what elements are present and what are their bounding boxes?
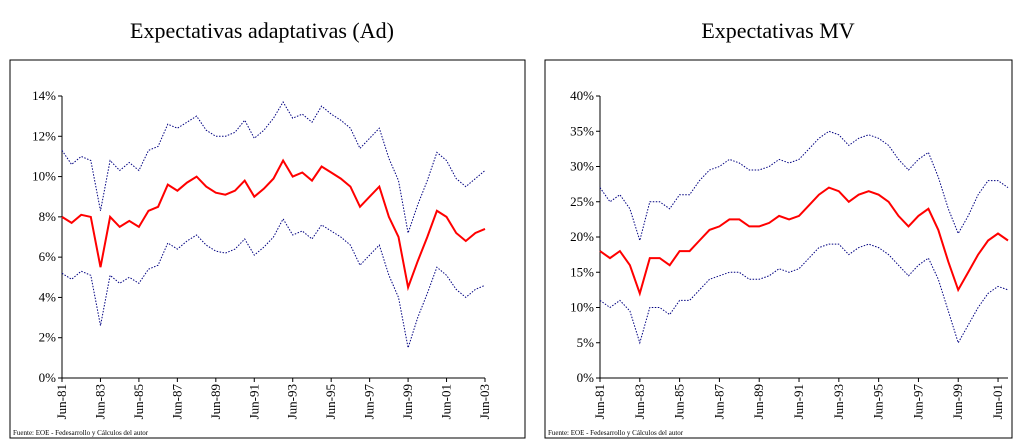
x-tick-label: Jun-87	[169, 384, 184, 420]
x-tick-label: Jun-83	[93, 384, 108, 419]
panel-frame	[544, 59, 1013, 439]
x-tick-label: Jun-01	[990, 384, 1005, 419]
y-tick-label: 6%	[39, 249, 57, 264]
y-tick-label: 10%	[570, 300, 594, 315]
series-line	[61, 158, 486, 292]
y-tick-label: 12%	[32, 128, 56, 143]
x-tick-label: Jun-97	[362, 384, 377, 420]
series-line	[599, 130, 1009, 243]
series-line	[599, 243, 1009, 345]
x-tick-label: Jun-85	[672, 384, 687, 419]
x-tick-label: Jun-93	[285, 384, 300, 419]
x-tick-label: Jun-89	[208, 384, 223, 419]
series-line	[599, 186, 1009, 297]
x-tick-label: Jun-99	[950, 384, 965, 419]
y-tick-label: 14%	[32, 88, 56, 103]
y-tick-label: 2%	[39, 330, 57, 345]
source-note: Fuente: EOE - Fedesarrollo y Cálculos de…	[548, 429, 684, 437]
x-tick-label: Jun-99	[400, 384, 415, 419]
y-tick-label: 25%	[570, 194, 594, 209]
y-tick-label: 0%	[39, 370, 57, 385]
y-tick-label: 40%	[570, 88, 594, 103]
chart-title: Expectativas adaptativas (Ad)	[130, 18, 394, 43]
y-tick-label: 5%	[577, 335, 595, 350]
y-tick-label: 35%	[570, 123, 594, 138]
x-tick-label: Jun-81	[592, 384, 607, 419]
chart-title: Expectativas MV	[701, 18, 854, 43]
x-tick-label: Jun-89	[751, 384, 766, 419]
y-tick-label: 4%	[39, 289, 57, 304]
x-tick-label: Jun-95	[323, 384, 338, 419]
panel-frame	[9, 59, 526, 439]
x-tick-label: Jun-81	[54, 384, 69, 419]
x-tick-label: Jun-87	[711, 384, 726, 420]
y-tick-label: 15%	[570, 264, 594, 279]
x-tick-label: Jun-85	[131, 384, 146, 419]
source-note: Fuente: EOE - Fedesarrollo y Cálculos de…	[13, 429, 149, 437]
y-tick-label: 0%	[577, 370, 595, 385]
y-tick-label: 8%	[39, 209, 57, 224]
x-tick-label: Jun-93	[831, 384, 846, 419]
y-tick-label: 20%	[570, 229, 594, 244]
y-tick-label: 10%	[32, 169, 56, 184]
x-tick-label: Jun-97	[910, 384, 925, 420]
series-line	[61, 101, 486, 235]
y-tick-label: 30%	[570, 159, 594, 174]
x-tick-label: Jun-91	[791, 384, 806, 419]
x-tick-label: Jun-91	[246, 384, 261, 419]
x-tick-label: Jun-01	[439, 384, 454, 419]
x-tick-label: Jun-83	[632, 384, 647, 419]
x-tick-label: Jun-03	[477, 384, 492, 419]
series-line	[61, 217, 486, 348]
x-tick-label: Jun-95	[871, 384, 886, 419]
